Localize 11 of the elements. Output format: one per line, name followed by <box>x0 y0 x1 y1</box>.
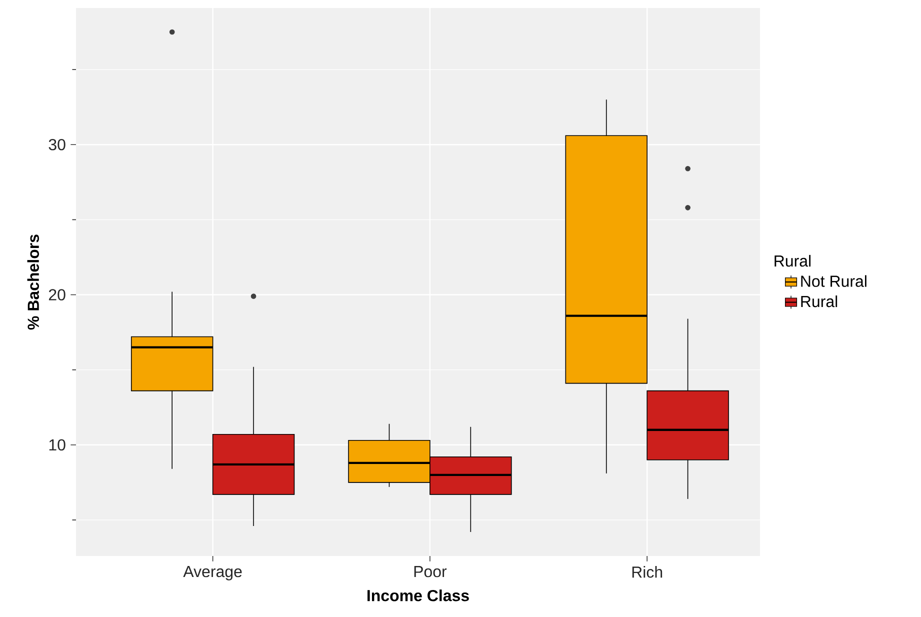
y-axis-title: % Bachelors <box>27 234 40 330</box>
x-axis-title: Income Class <box>367 590 469 602</box>
legend-label: Rural <box>801 295 838 308</box>
x-tick-label: Poor <box>414 566 447 578</box>
y-tick-label: 10 <box>49 439 66 451</box>
legend-title: Rural <box>774 254 811 267</box>
legend-label: Not Rural <box>801 275 866 287</box>
y-tick-label: 30 <box>48 138 66 150</box>
x-tick-label: Average <box>183 566 242 580</box>
x-tick-label: Rich <box>632 566 662 578</box>
y-tick-label: 20 <box>48 289 66 300</box>
